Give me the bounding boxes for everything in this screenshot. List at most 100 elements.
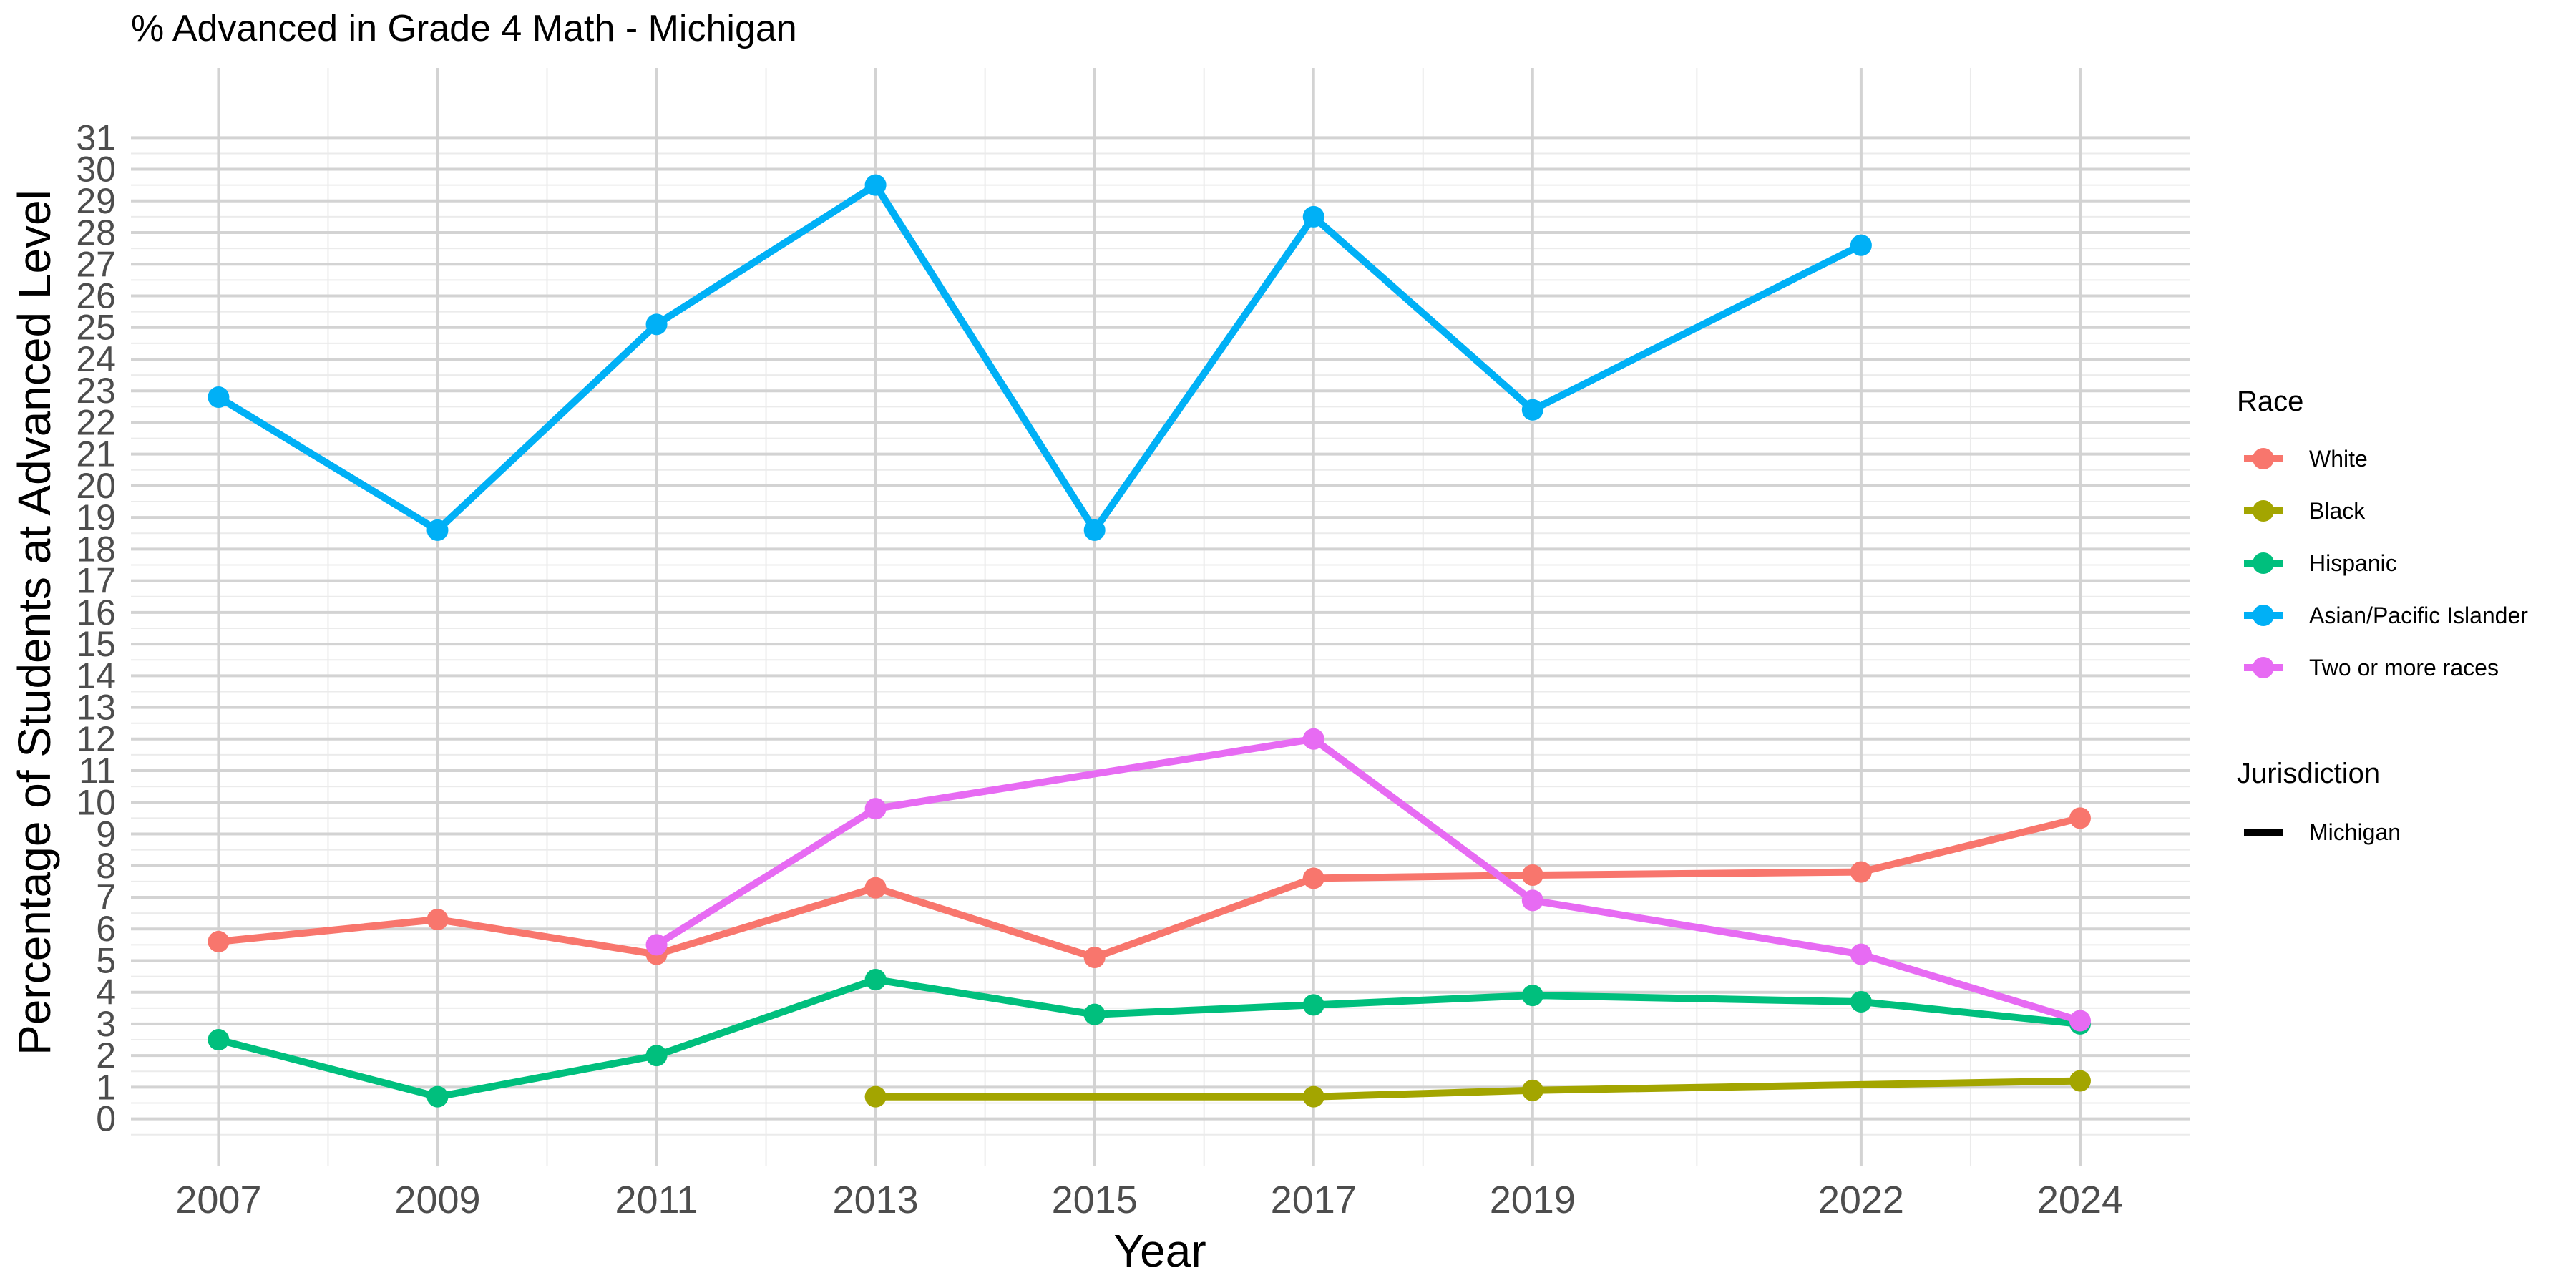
data-point-white xyxy=(208,930,230,952)
x-tick-label: 2017 xyxy=(1271,1179,1357,1221)
legend-label-hispanic: Hispanic xyxy=(2309,550,2397,576)
x-tick-label: 2007 xyxy=(175,1179,261,1221)
y-axis-tick-labels: 0123456789101112131415161718192021222324… xyxy=(76,117,116,1138)
y-tick-label: 28 xyxy=(76,213,116,253)
series-line-two-or-more-races xyxy=(654,735,2082,1025)
data-point-two-or-more-races xyxy=(2069,1010,2091,1032)
minor-gridlines xyxy=(131,68,2190,1166)
x-tick-label: 2019 xyxy=(1490,1179,1576,1221)
y-tick-label: 16 xyxy=(76,592,116,633)
y-tick-label: 25 xyxy=(76,308,116,348)
legend-label-black: Black xyxy=(2309,498,2366,524)
legend-title-jurisdiction: Jurisdiction xyxy=(2237,758,2380,789)
y-tick-label: 1 xyxy=(96,1067,116,1107)
y-tick-label: 24 xyxy=(76,339,116,379)
data-point-hispanic xyxy=(864,969,887,991)
data-point-asian-pacific-islander xyxy=(645,313,668,336)
y-tick-label: 8 xyxy=(96,846,116,886)
data-point-white xyxy=(1850,861,1872,883)
series-line-black xyxy=(875,1077,2081,1101)
data-point-white xyxy=(1302,867,1324,889)
y-tick-label: 29 xyxy=(76,181,116,221)
series-line-hispanic xyxy=(218,976,2081,1101)
data-point-white xyxy=(2069,807,2091,829)
y-tick-label: 6 xyxy=(96,909,116,949)
y-tick-label: 30 xyxy=(76,150,116,190)
legend-key-point-hispanic xyxy=(2253,552,2274,574)
data-point-two-or-more-races xyxy=(1302,728,1324,750)
y-tick-label: 9 xyxy=(96,814,116,854)
y-tick-label: 5 xyxy=(96,940,116,980)
y-tick-label: 22 xyxy=(76,402,116,442)
data-point-white xyxy=(864,877,887,899)
data-point-two-or-more-races xyxy=(1850,943,1872,965)
x-tick-label: 2009 xyxy=(394,1179,480,1221)
data-point-black xyxy=(1521,1079,1543,1101)
series-points xyxy=(208,174,2091,1108)
data-point-black xyxy=(2069,1070,2091,1092)
y-tick-label: 4 xyxy=(96,972,116,1013)
y-tick-label: 23 xyxy=(76,371,116,411)
series-line-white xyxy=(218,814,2082,961)
data-point-asian-pacific-islander xyxy=(864,174,887,196)
x-axis-tick-labels: 2007 2009 2011 2013 2015 2017 2019 2022 2024 xyxy=(175,1179,2123,1221)
legend-label-jurisdiction: Michigan xyxy=(2309,819,2401,845)
legend-label-asian-pacific-islander: Asian/Pacific Islander xyxy=(2309,602,2528,628)
data-point-hispanic xyxy=(1850,990,1872,1013)
data-point-two-or-more-races xyxy=(864,798,887,820)
major-gridlines xyxy=(131,68,2190,1166)
legend-title-race: Race xyxy=(2237,386,2303,417)
series-line-asian-pacific-islander xyxy=(216,181,1863,534)
data-point-hispanic xyxy=(645,1045,668,1067)
y-tick-label: 7 xyxy=(96,877,116,917)
y-tick-label: 2 xyxy=(96,1035,116,1075)
legend-key-point-white xyxy=(2253,448,2274,469)
data-point-asian-pacific-islander xyxy=(426,519,449,541)
legend-key-point-asian-pacific-islander xyxy=(2253,605,2274,626)
x-tick-label: 2013 xyxy=(833,1179,919,1221)
y-tick-label: 3 xyxy=(96,1004,116,1044)
data-point-asian-pacific-islander xyxy=(1302,205,1324,228)
x-tick-label: 2011 xyxy=(615,1179,698,1221)
chart-title: % Advanced in Grade 4 Math - Michigan xyxy=(131,8,797,49)
y-tick-label: 17 xyxy=(76,561,116,601)
y-tick-label: 19 xyxy=(76,497,116,537)
data-point-white xyxy=(1521,864,1543,887)
data-point-hispanic xyxy=(208,1029,230,1051)
data-point-asian-pacific-islander xyxy=(208,386,230,409)
y-tick-label: 11 xyxy=(79,751,116,791)
x-tick-label: 2022 xyxy=(1818,1179,1904,1221)
data-point-asian-pacific-islander xyxy=(1850,234,1872,256)
data-point-hispanic xyxy=(1521,985,1543,1007)
data-point-white xyxy=(426,908,449,930)
data-point-asian-pacific-islander xyxy=(1521,399,1543,421)
data-point-hispanic xyxy=(426,1085,449,1108)
data-point-white xyxy=(1083,947,1106,969)
y-tick-label: 18 xyxy=(76,529,116,569)
data-point-hispanic xyxy=(1302,994,1324,1016)
legend-race-items: White Black Hispanic Asian/Pacific Islander… xyxy=(2244,446,2528,680)
y-tick-label: 15 xyxy=(76,624,116,664)
y-tick-label: 27 xyxy=(76,244,116,284)
y-tick-label: 31 xyxy=(76,117,116,157)
y-tick-label: 26 xyxy=(76,276,116,316)
data-point-black xyxy=(864,1085,887,1108)
x-tick-label: 2015 xyxy=(1052,1179,1138,1221)
legend-jurisdiction-items: Michigan xyxy=(2244,819,2401,845)
y-tick-label: 0 xyxy=(96,1099,116,1139)
y-tick-label: 10 xyxy=(76,782,116,822)
legend-key-point-black xyxy=(2253,500,2274,522)
legend-label-white: White xyxy=(2309,446,2368,472)
x-tick-label: 2024 xyxy=(2037,1179,2123,1221)
y-tick-label: 21 xyxy=(76,434,116,474)
y-tick-label: 12 xyxy=(76,719,116,759)
legend-label-two-or-more-races: Two or more races xyxy=(2309,655,2499,680)
data-point-two-or-more-races xyxy=(645,934,668,956)
legend: Race White Black Hispanic Asian/Pacific Isl… xyxy=(2237,386,2528,845)
x-axis-title: Year xyxy=(1113,1225,1206,1277)
y-axis-title: Percentage of Students at Advanced Level xyxy=(9,190,60,1055)
y-tick-label: 13 xyxy=(76,688,116,728)
y-tick-label: 20 xyxy=(76,466,116,506)
legend-key-point-two-or-more-races xyxy=(2253,657,2274,678)
